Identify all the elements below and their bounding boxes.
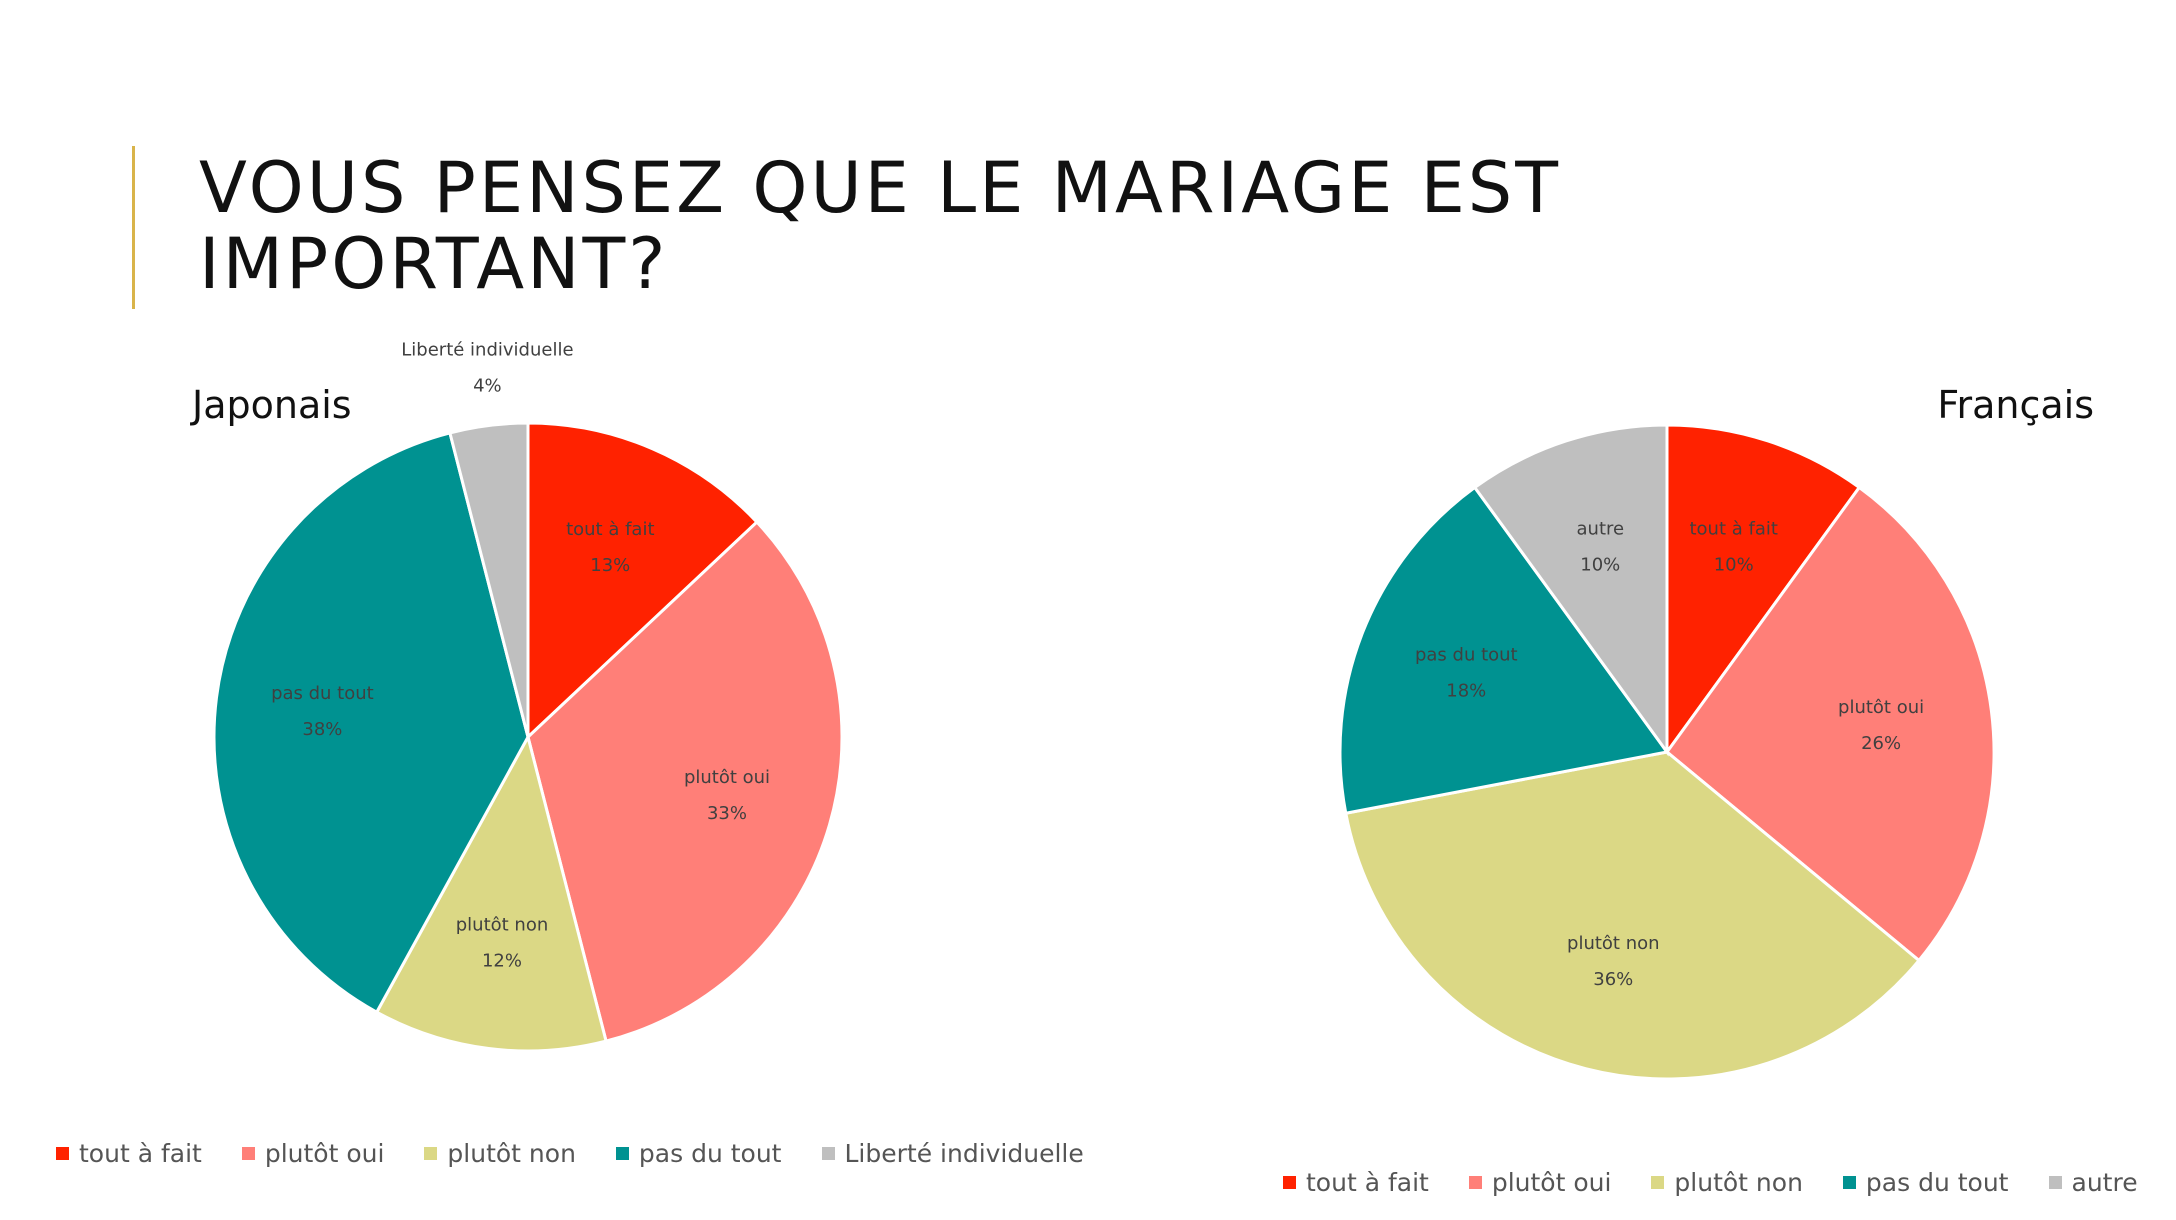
legend-label: pas du tout xyxy=(1865,1168,2009,1197)
data-label-category-francais-tout-a-fait: tout à fait xyxy=(1689,519,1777,540)
legend-item-japonais-plutot-oui: plutôt oui xyxy=(241,1139,385,1168)
legend-swatch xyxy=(2048,1176,2062,1189)
data-label-value-francais-plutot-non: 36% xyxy=(1593,969,1633,990)
legend-item-francais-plutot-oui: plutôt oui xyxy=(1468,1168,1612,1197)
legend-label: plutôt non xyxy=(1674,1168,1803,1197)
slide-title: VOUS PENSEZ QUE LE MARIAGE EST IMPORTANT… xyxy=(199,147,1561,305)
legend-item-francais-plutot-non: plutôt non xyxy=(1651,1168,1803,1197)
pie-slice-francais-autre xyxy=(1472,423,1669,757)
legend-swatch xyxy=(1842,1176,1856,1189)
legend-swatch xyxy=(424,1147,438,1160)
pie-slice-japonais-tout-a-fait xyxy=(526,421,760,741)
legend-swatch xyxy=(1283,1176,1296,1189)
legend-swatch xyxy=(1651,1176,1665,1189)
pie-slice-francais-pas-du-tout xyxy=(1338,485,1670,816)
data-label-value-japonais-liberte-individuelle: 4% xyxy=(473,376,502,397)
legend-item-francais-pas-du-tout: pas du tout xyxy=(1842,1168,2009,1197)
legend-label: tout à fait xyxy=(79,1139,202,1168)
data-label-value-japonais-plutot-non: 12% xyxy=(482,951,522,972)
legend-label: plutôt oui xyxy=(264,1139,385,1168)
legend-japonais: tout à fait plutôt oui plutôt non pas du to… xyxy=(56,1139,1124,1168)
chart-title-japonais: Japonais xyxy=(192,383,352,427)
data-label-category-japonais-liberte-individuelle: Liberté individuelle xyxy=(401,340,573,361)
legend-label: pas du tout xyxy=(638,1139,782,1168)
data-label-category-japonais-plutot-non: plutôt non xyxy=(456,915,549,936)
pie-slice-japonais-plutot-non xyxy=(374,732,608,1053)
legend-swatch xyxy=(1468,1176,1482,1189)
data-label-value-francais-plutot-oui: 26% xyxy=(1861,733,1901,754)
data-label-category-francais-pas-du-tout: pas du tout xyxy=(1415,645,1518,666)
data-label-category-japonais-pas-du-tout: pas du tout xyxy=(271,683,374,704)
legend-item-francais-autre: autre xyxy=(2048,1168,2138,1197)
legend-label: plutôt oui xyxy=(1491,1168,1612,1197)
legend-item-japonais-liberte-individuelle: Liberté individuelle xyxy=(821,1139,1084,1168)
legend-swatch xyxy=(821,1147,835,1160)
pie-slice-francais-tout-a-fait xyxy=(1665,423,1862,757)
pie-slice-japonais-pas-du-tout xyxy=(212,431,530,1015)
pie-slice-francais-plutot-oui xyxy=(1664,485,1996,963)
legend-francais: tout à fait plutôt oui plutôt non pas du to… xyxy=(1283,1168,2176,1197)
legend-item-japonais-tout-a-fait: tout à fait xyxy=(56,1139,202,1168)
legend-label: Liberté individuelle xyxy=(844,1139,1084,1168)
legend-label: autre xyxy=(2071,1168,2138,1197)
legend-swatch xyxy=(241,1147,255,1160)
data-label-value-francais-autre: 10% xyxy=(1580,555,1620,576)
legend-swatch xyxy=(56,1147,69,1160)
data-label-category-francais-autre: autre xyxy=(1577,519,1625,540)
legend-label: tout à fait xyxy=(1306,1168,1429,1197)
pie-slice-francais-plutot-non xyxy=(1344,750,1922,1081)
pie-slice-japonais-liberte-individuelle xyxy=(448,421,530,738)
data-label-category-francais-plutot-non: plutôt non xyxy=(1567,933,1660,954)
legend-item-japonais-pas-du-tout: pas du tout xyxy=(615,1139,782,1168)
data-label-value-francais-tout-a-fait: 10% xyxy=(1714,555,1754,576)
legend-item-francais-tout-a-fait: tout à fait xyxy=(1283,1168,1429,1197)
data-label-value-japonais-plutot-oui: 33% xyxy=(707,803,747,824)
legend-swatch xyxy=(615,1147,629,1160)
data-label-category-francais-plutot-oui: plutôt oui xyxy=(1838,697,1924,718)
data-label-category-japonais-plutot-oui: plutôt oui xyxy=(684,767,770,788)
pie-slice-japonais-plutot-oui xyxy=(526,519,844,1043)
data-label-value-francais-pas-du-tout: 18% xyxy=(1446,681,1486,702)
title-accent-bar xyxy=(132,146,135,309)
data-label-value-japonais-pas-du-tout: 38% xyxy=(302,719,342,740)
legend-label: plutôt non xyxy=(447,1139,576,1168)
chart-title-francais: Français xyxy=(1937,383,2094,427)
data-label-value-japonais-tout-a-fait: 13% xyxy=(590,555,630,576)
legend-item-japonais-plutot-non: plutôt non xyxy=(424,1139,576,1168)
data-label-category-japonais-tout-a-fait: tout à fait xyxy=(566,519,654,540)
